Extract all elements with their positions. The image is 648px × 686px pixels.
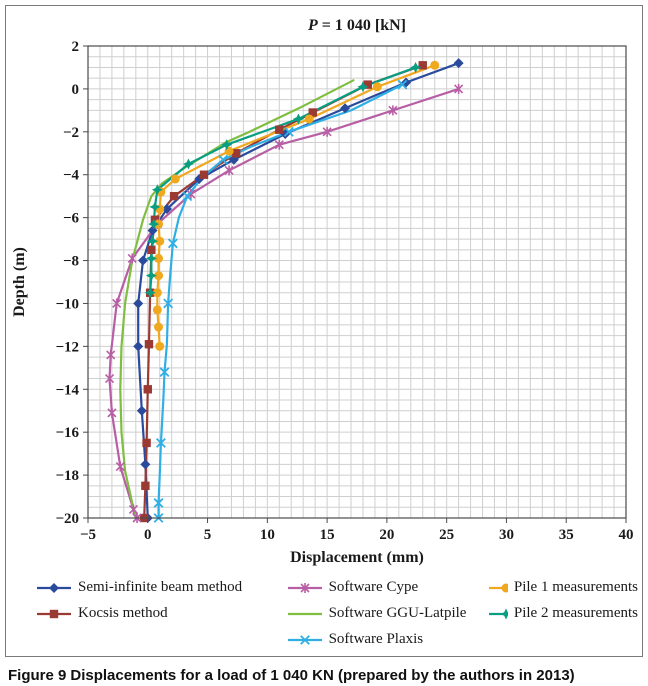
y-tick-label: −20	[55, 511, 79, 527]
legend-column-1: Semi-infinite beam method Kocsis method	[36, 579, 287, 622]
y-tick-label: −14	[55, 382, 79, 398]
figure-caption-text: Displacements for a load of 1 040 KN (pr…	[70, 667, 575, 684]
legend-marker-icon	[287, 612, 322, 615]
x-tick-label: 25	[439, 527, 454, 543]
y-tick-label: −18	[55, 468, 79, 484]
legend-item-software-cype: Software Cype	[287, 579, 488, 596]
legend-item-pile-1-measurements: Pile 1 measurements	[488, 579, 638, 596]
legend-item-semi-infinite-beam-method: Semi-infinite beam method	[36, 579, 287, 596]
y-tick-label: −6	[63, 211, 80, 227]
legend-marker-icon	[37, 609, 71, 618]
x-axis-label: Displacement (mm)	[290, 549, 424, 566]
y-tick-label: −2	[63, 125, 79, 141]
chart-legend: Semi-infinite beam method Kocsis method So…	[6, 577, 642, 656]
figure-box: −5 0 5 10 15 20 25 30 35 40 2 0 −2 −4 −6 −8 −10 −12 −14 −16…	[5, 5, 643, 657]
legend-label: Semi-infinite beam method	[78, 579, 243, 595]
chart-title-variable: P	[307, 17, 318, 34]
x-tick-label: 20	[379, 527, 394, 543]
y-tick-label: −16	[55, 425, 79, 441]
legend-label: Kocsis method	[78, 605, 168, 621]
legend-label: Software Plaxis	[328, 631, 424, 647]
x-tick-label: 30	[499, 527, 514, 543]
series-software-plaxis	[157, 83, 404, 520]
x-tick-label: 5	[204, 527, 212, 543]
line-chart: −5 0 5 10 15 20 25 30 35 4020−2−4−6−8−10−12−14−16…	[11, 17, 634, 566]
figure-caption-label: Figure 9	[8, 667, 67, 684]
legend-marker-icon	[489, 583, 508, 592]
legend-item-kocsis-method: Kocsis method	[36, 605, 287, 622]
legend-marker-icon	[287, 634, 322, 645]
chart-title: P = 1 040 [kN]	[307, 17, 406, 34]
markers-pile-2-measurements	[144, 61, 422, 299]
y-tick-label: −4	[63, 168, 80, 184]
legend-column-2: Software Cype Software GGU-Latpile Softwar…	[287, 579, 488, 648]
figure-caption: Figure 9 Displacements for a load of 1 04…	[8, 667, 648, 684]
markers-pile-1-measurements	[152, 60, 440, 351]
legend-item-software-ggu-latpile: Software GGU-Latpile	[287, 605, 488, 622]
x-tick-label: 40	[619, 527, 634, 543]
legend-label: Software GGU-Latpile	[328, 605, 467, 621]
x-tick-label: 10	[260, 527, 275, 543]
legend-label: Pile 2 measurements	[513, 605, 638, 621]
x-tick-label: 35	[559, 527, 574, 543]
y-tick-label: −10	[55, 296, 79, 312]
axes: −5 0 5 10 15 20 25 30 35 4020−2−4−6−8−10−12−14−16…	[55, 39, 633, 543]
series-pile-2-measurements	[149, 66, 417, 294]
legend-item-software-plaxis: Software Plaxis	[287, 631, 488, 648]
y-tick-label: 2	[72, 39, 80, 55]
y-tick-label: −12	[55, 339, 79, 355]
legend-label: Software Cype	[328, 579, 419, 595]
legend-marker-icon	[287, 582, 322, 593]
legend-marker-icon	[37, 582, 71, 593]
y-tick-label: −8	[63, 254, 79, 270]
legend-column-3: Pile 1 measurements Pile 2 measurements	[488, 579, 638, 622]
x-tick-label: 15	[320, 527, 335, 543]
y-tick-label: 0	[72, 82, 80, 98]
x-tick-label: −5	[80, 527, 96, 543]
legend-item-pile-2-measurements: Pile 2 measurements	[488, 605, 638, 622]
legend-marker-icon	[489, 608, 508, 619]
series-software-ggu-latpile	[119, 79, 355, 520]
chart-title-value: = 1 040 [kN]	[318, 17, 406, 34]
legend-label: Pile 1 measurements	[513, 579, 638, 595]
data-series	[104, 58, 464, 523]
x-tick-label: 0	[144, 527, 152, 543]
y-axis-label: Depth (m)	[11, 247, 28, 317]
markers-kocsis-method	[139, 61, 427, 523]
